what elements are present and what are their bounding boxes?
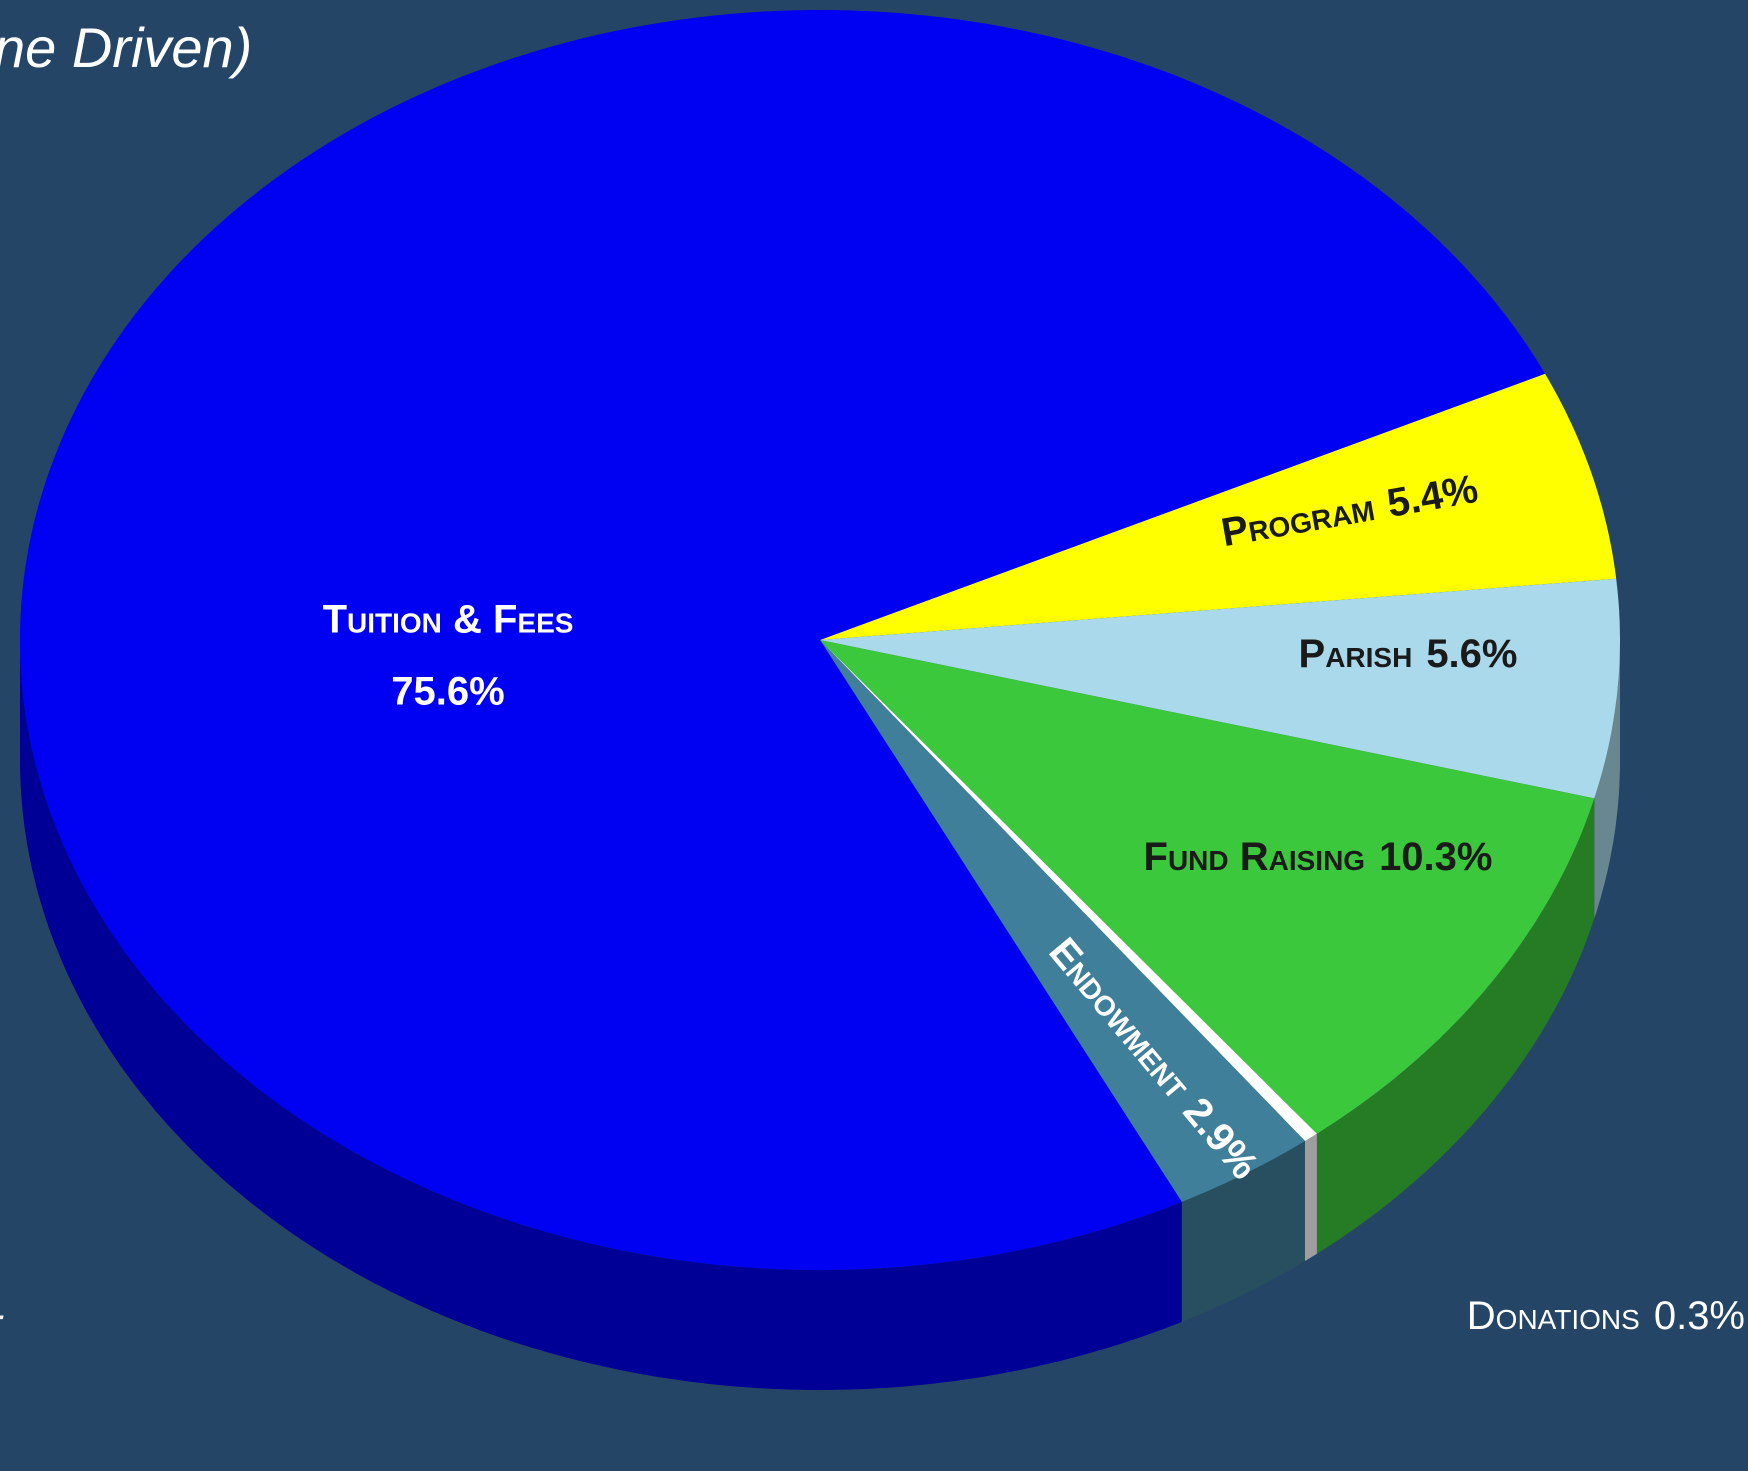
slice-label: Parish 5.6% xyxy=(1299,632,1518,676)
pie-side xyxy=(1305,1133,1317,1261)
slice-label: Tuition & Fees 75.6% xyxy=(323,598,574,714)
pie-slice xyxy=(820,640,1317,1141)
pie-slice xyxy=(820,640,1305,1202)
value-label: 0.3% xyxy=(1654,1294,1745,1338)
value-label: 10.3% xyxy=(1379,835,1492,879)
pie-side xyxy=(1316,798,1595,1254)
pie-sides xyxy=(20,640,1620,1390)
category-label: Tuition & Fees xyxy=(323,598,574,642)
pie-side xyxy=(20,640,1182,1390)
slice-label: Fund Raising 10.3% xyxy=(1144,835,1493,879)
slice-label-text: Donations 0.3% xyxy=(1467,1294,1745,1338)
pie-side xyxy=(1181,1141,1305,1322)
slice-label-text: Fund Raising 10.3% xyxy=(1144,835,1493,879)
pie-side xyxy=(1594,640,1620,919)
pie-slice xyxy=(820,640,1595,1134)
value-label: 5.6% xyxy=(1426,632,1517,676)
category-label: Parish xyxy=(1299,632,1413,676)
slice-label: Donations 0.3% xyxy=(1467,1294,1745,1338)
chart-title: ne Driven) xyxy=(0,16,252,79)
category-label: Donations xyxy=(1467,1294,1640,1338)
pie-slice xyxy=(820,373,1617,640)
slice-label-text: Parish 5.6% xyxy=(1299,632,1518,676)
value-label: 75.6% xyxy=(391,670,504,714)
category-label: Fund Raising xyxy=(1144,835,1366,879)
pie-slice xyxy=(820,578,1620,799)
pie-slice xyxy=(20,10,1545,1270)
